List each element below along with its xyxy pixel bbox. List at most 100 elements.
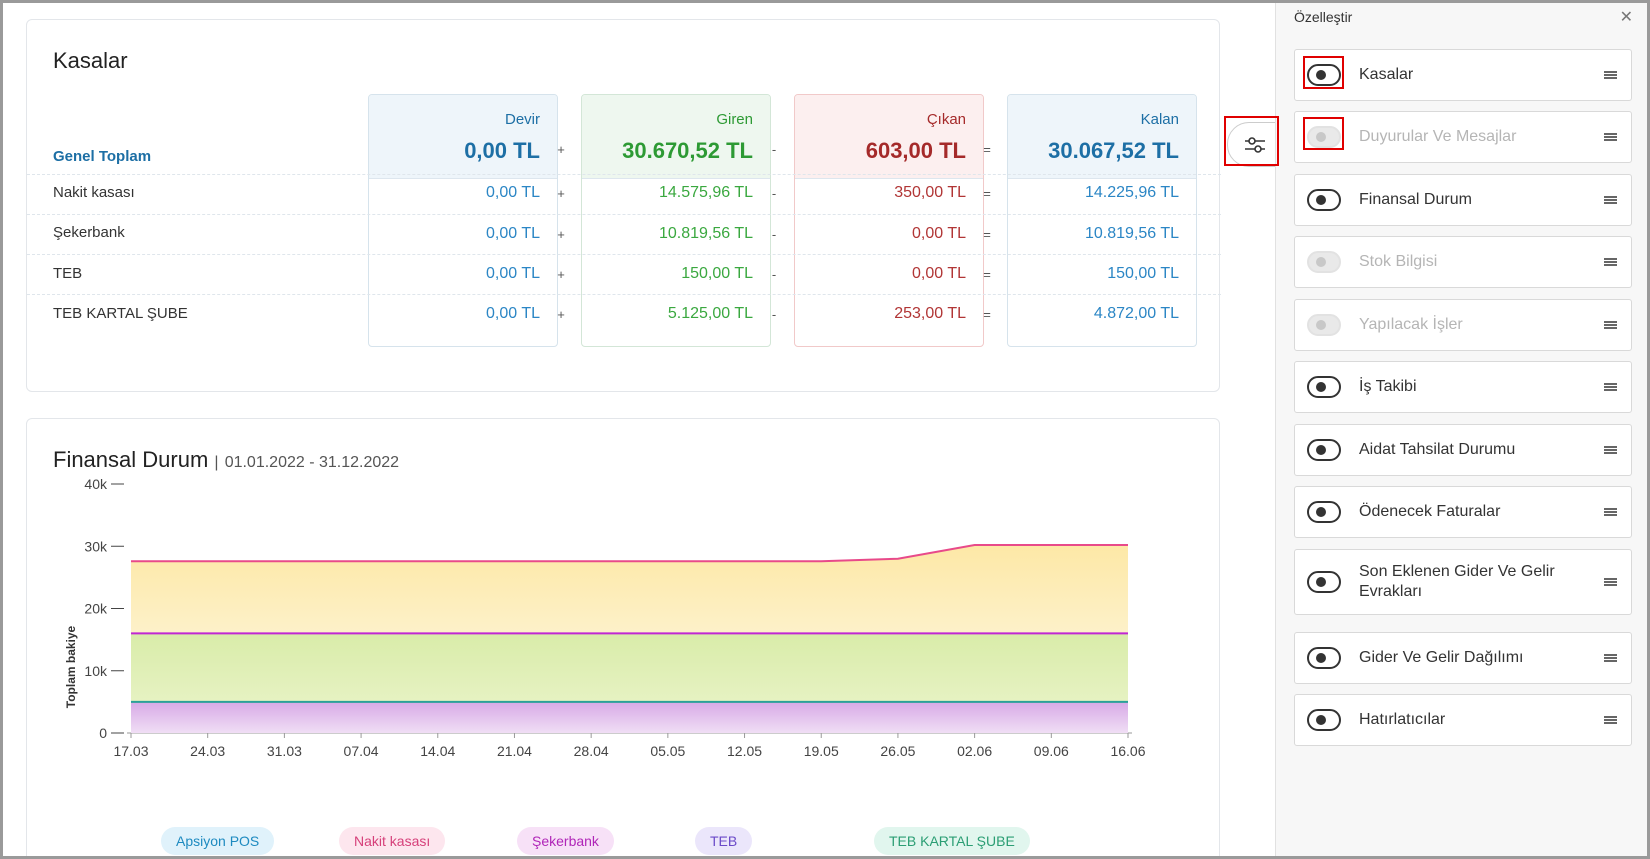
toggle-switch[interactable] xyxy=(1307,314,1341,336)
drag-handle-icon[interactable] xyxy=(1604,383,1617,391)
drag-handle-icon[interactable] xyxy=(1604,446,1617,454)
x-tick-label: 09.06 xyxy=(1034,743,1069,759)
widget-option[interactable]: Son Eklenen Gider Ve Gelir Evrakları xyxy=(1294,549,1632,615)
y-tick-label: 10k xyxy=(84,663,108,679)
row-name: Nakit kasası xyxy=(53,184,135,201)
plus-operator: + xyxy=(557,307,565,322)
x-tick-label: 14.04 xyxy=(420,743,455,759)
widget-option-label: Ödenecek Faturalar xyxy=(1359,503,1501,520)
minus-operator: - xyxy=(771,142,777,157)
widget-option[interactable]: Aidat Tahsilat Durumu xyxy=(1294,424,1632,476)
toggle-switch[interactable] xyxy=(1307,376,1341,398)
plus-operator: + xyxy=(557,227,565,242)
drag-handle-icon[interactable] xyxy=(1604,321,1617,329)
row-divider xyxy=(27,214,1221,215)
widget-option[interactable]: İş Takibi xyxy=(1294,361,1632,413)
x-tick-label: 17.03 xyxy=(113,743,148,759)
legend-item-teb[interactable]: TEB xyxy=(695,827,753,855)
finansal-separator: | xyxy=(214,454,219,471)
toggle-switch[interactable] xyxy=(1307,64,1341,86)
toggle-knob xyxy=(1316,577,1326,587)
giren-total: 30.670,52 TL xyxy=(622,138,753,163)
toggle-switch[interactable] xyxy=(1307,647,1341,669)
kasalar-title: Kasalar xyxy=(53,48,128,73)
giren-label: Giren xyxy=(716,111,753,128)
customize-button[interactable] xyxy=(1227,122,1283,167)
drag-handle-icon[interactable] xyxy=(1604,654,1617,662)
devir-value: 0,00 TL xyxy=(486,184,540,201)
legend-item-sekerbank[interactable]: Şekerbank xyxy=(517,827,614,855)
giren-value: 5.125,00 TL xyxy=(667,305,753,322)
drag-handle-icon[interactable] xyxy=(1604,716,1617,724)
toggle-switch[interactable] xyxy=(1307,189,1341,211)
widget-option-label: İş Takibi xyxy=(1359,378,1417,395)
equals-operator: = xyxy=(983,186,991,201)
widget-option[interactable]: Finansal Durum xyxy=(1294,174,1632,226)
toggle-knob xyxy=(1316,70,1326,80)
devir-total: 0,00 TL xyxy=(464,138,540,163)
giren-value: 14.575,96 TL xyxy=(658,184,753,201)
widget-option[interactable]: Gider Ve Gelir Dağılımı xyxy=(1294,632,1632,684)
y-tick-label: 0 xyxy=(99,725,107,741)
widget-option-label: Son Eklenen Gider Ve Gelir Evrakları xyxy=(1359,563,1555,600)
toggle-switch[interactable] xyxy=(1307,709,1341,731)
x-tick-label: 31.03 xyxy=(267,743,302,759)
toggle-switch[interactable] xyxy=(1307,571,1341,593)
legend-item-teb-kartal-sube[interactable]: TEB KARTAL ŞUBE xyxy=(874,827,1030,855)
genel-toplam-label: Genel Toplam xyxy=(53,148,152,165)
row-divider xyxy=(27,294,1221,295)
legend-item-nakit-kasasi[interactable]: Nakit kasası xyxy=(339,827,446,855)
toggle-knob xyxy=(1316,715,1326,725)
drag-handle-icon[interactable] xyxy=(1604,71,1617,79)
kalan-value: 150,00 TL xyxy=(1107,265,1179,282)
row-name: Şekerbank xyxy=(53,224,125,241)
giren-value: 10.819,56 TL xyxy=(658,225,753,242)
x-tick-label: 28.04 xyxy=(574,743,609,759)
dashboard-main: Kasalar Devir 0,00 TL Giren 30.670,52 TL… xyxy=(3,3,1283,859)
x-tick-label: 05.05 xyxy=(650,743,685,759)
equals-operator: = xyxy=(983,267,991,282)
devir-label: Devir xyxy=(504,111,540,128)
toggle-switch[interactable] xyxy=(1307,439,1341,461)
equals-operator: = xyxy=(983,142,991,157)
drag-handle-icon[interactable] xyxy=(1604,196,1617,204)
toggle-knob xyxy=(1316,653,1326,663)
y-tick-label: 40k xyxy=(84,479,108,492)
legend-item-apsiyon-pos[interactable]: Apsiyon POS xyxy=(161,827,275,855)
widget-option[interactable]: Hatırlatıcılar xyxy=(1294,694,1632,746)
x-tick-label: 02.06 xyxy=(957,743,992,759)
widget-option[interactable]: Ödenecek Faturalar xyxy=(1294,486,1632,538)
close-icon[interactable]: ✕ xyxy=(1619,9,1633,26)
widget-option[interactable]: Stok Bilgisi xyxy=(1294,236,1632,288)
widget-option[interactable]: Duyurular Ve Mesajlar xyxy=(1294,111,1632,163)
panel-title: Özelleştir xyxy=(1294,9,1353,25)
widget-option[interactable]: Yapılacak İşler xyxy=(1294,299,1632,351)
row-name: TEB KARTAL ŞUBE xyxy=(53,305,188,322)
kalan-value: 10.819,56 TL xyxy=(1084,225,1179,242)
drag-handle-icon[interactable] xyxy=(1604,133,1617,141)
drag-handle-icon[interactable] xyxy=(1604,578,1617,586)
devir-value: 0,00 TL xyxy=(486,225,540,242)
toggle-knob xyxy=(1316,507,1326,517)
kalan-total: 30.067,52 TL xyxy=(1048,138,1179,163)
cikan-column: Çıkan 603,00 TL xyxy=(794,94,984,347)
cikan-value: 0,00 TL xyxy=(912,225,966,242)
y-tick-label: 30k xyxy=(84,538,108,554)
kalan-label: Kalan xyxy=(1140,111,1179,128)
toggle-switch[interactable] xyxy=(1307,251,1341,273)
cikan-total: 603,00 TL xyxy=(865,138,966,163)
toggle-switch[interactable] xyxy=(1307,126,1341,148)
minus-operator: - xyxy=(771,267,777,282)
equals-operator: = xyxy=(983,227,991,242)
x-tick-label: 07.04 xyxy=(344,743,379,759)
kalan-column: Kalan 30.067,52 TL xyxy=(1007,94,1197,347)
widget-option-label: Duyurular Ve Mesajlar xyxy=(1359,128,1517,145)
equals-operator: = xyxy=(983,307,991,322)
giren-value: 150,00 TL xyxy=(681,265,753,282)
drag-handle-icon[interactable] xyxy=(1604,508,1617,516)
drag-handle-icon[interactable] xyxy=(1604,258,1617,266)
toggle-switch[interactable] xyxy=(1307,501,1341,523)
x-tick-label: 21.04 xyxy=(497,743,532,759)
widget-option[interactable]: Kasalar xyxy=(1294,49,1632,101)
y-axis-label: Toplam bakiye xyxy=(64,625,78,708)
